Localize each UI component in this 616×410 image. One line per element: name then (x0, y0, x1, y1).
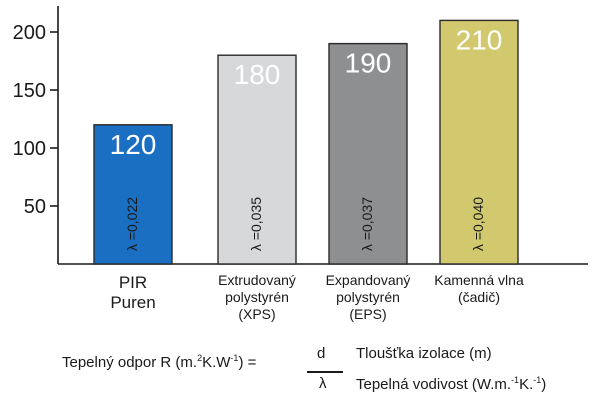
category-label: Expandovaný (326, 272, 411, 288)
bar-value-label: 190 (345, 48, 392, 79)
category-label: polystyrén (225, 289, 289, 305)
bar (328, 42, 408, 265)
lambda-label: λ =0,022 (124, 197, 140, 251)
lambda-label: λ =0,040 (470, 197, 486, 251)
category-label: PIR (119, 273, 147, 292)
bar-value-label: 120 (110, 129, 157, 160)
category-label: (EPS) (349, 306, 386, 322)
lambda-label: λ =0,035 (248, 197, 264, 251)
y-tick-label: 50 (24, 196, 46, 218)
bar (439, 19, 519, 265)
category-label: (čadič) (458, 289, 500, 305)
category-label: Puren (110, 293, 155, 312)
lambda-label: λ =0,037 (359, 197, 375, 251)
y-tick-label: 100 (13, 138, 46, 160)
bar (93, 124, 173, 265)
bar (217, 54, 297, 265)
category-label: polystyrén (336, 289, 400, 305)
y-tick-label: 200 (13, 22, 46, 44)
category-label: (XPS) (238, 306, 275, 322)
bar-value-label: 210 (456, 24, 503, 55)
category-label: Extrudovaný (218, 272, 296, 288)
bar-value-label: 180 (234, 59, 281, 90)
y-tick-label: 150 (13, 80, 46, 102)
category-label: Kamenná vlna (434, 272, 524, 288)
